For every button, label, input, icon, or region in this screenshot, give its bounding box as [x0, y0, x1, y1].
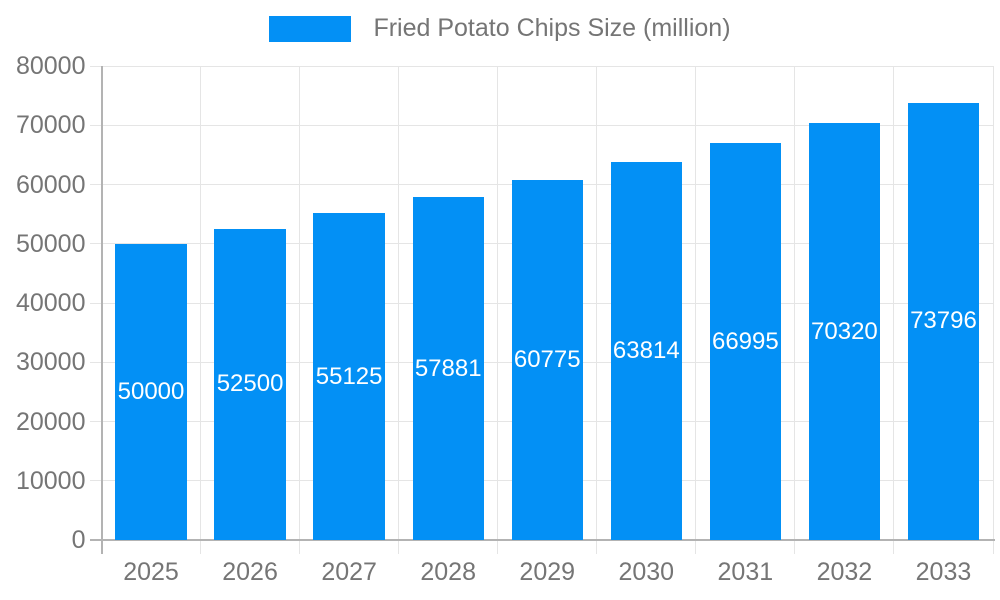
bar-value-label: 63814: [612, 336, 680, 364]
bar-value-label: 66995: [711, 327, 779, 355]
x-tick-label: 2025: [123, 558, 179, 586]
y-tick-label: 80000: [15, 52, 86, 80]
bar-value-label: 57881: [414, 354, 482, 382]
bar-2028[interactable]: 57881: [412, 197, 484, 540]
bar-2033[interactable]: 73796: [907, 102, 980, 540]
bar-2027[interactable]: 55125: [313, 213, 385, 540]
x-tick-label: 2031: [717, 558, 774, 586]
legend-item[interactable]: Fried Potato Chips Size (million): [0, 14, 1000, 43]
bar-2030[interactable]: 63814: [610, 161, 682, 540]
y-tick-label: 30000: [15, 348, 86, 377]
bar-value-label: 55125: [315, 362, 383, 390]
bar-2029[interactable]: 60775: [511, 179, 583, 540]
bar-value-label: 50000: [117, 377, 185, 405]
bar-2026[interactable]: 52500: [214, 228, 286, 540]
gridline-vertical: [398, 66, 400, 554]
gridline-vertical: [695, 66, 697, 554]
gridline-vertical: [299, 66, 301, 554]
y-tick-label: 70000: [15, 111, 86, 140]
bar-2032[interactable]: 70320: [808, 123, 881, 540]
bar-value-label: 60775: [513, 345, 581, 373]
x-tick-label: 2029: [519, 558, 576, 586]
y-axis-line: [100, 66, 103, 554]
legend-label: Fried Potato Chips Size (million): [373, 14, 731, 42]
bar-2031[interactable]: 66995: [709, 143, 781, 540]
gridline-vertical: [893, 66, 895, 554]
gridline-horizontal: [89, 124, 993, 126]
gridline-vertical: [200, 66, 202, 554]
x-tick-label: 2028: [420, 558, 476, 586]
x-tick-label: 2032: [816, 558, 873, 586]
x-axis-line: [89, 539, 995, 541]
y-tick-label: 10000: [15, 466, 86, 495]
y-tick-label: 20000: [15, 407, 86, 436]
bar-value-label: 70320: [811, 317, 878, 345]
y-tick-label: 0: [71, 526, 86, 554]
gridline-vertical: [794, 66, 796, 554]
x-tick-label: 2027: [321, 558, 377, 586]
x-tick-label: 2026: [222, 558, 278, 586]
y-tick-label: 60000: [15, 170, 86, 199]
gridline-vertical: [596, 66, 598, 554]
gridline-horizontal: [89, 65, 993, 67]
y-tick-label: 50000: [15, 229, 86, 258]
gridline-vertical: [497, 66, 499, 554]
y-tick-label: 40000: [15, 289, 86, 317]
gridline-vertical: [992, 66, 994, 554]
bar-value-label: 73796: [910, 307, 977, 335]
bar-value-label: 52500: [216, 370, 284, 398]
legend-swatch: [269, 15, 352, 42]
bar-2025[interactable]: 50000: [115, 243, 187, 540]
x-tick-label: 2033: [915, 558, 972, 586]
x-tick-label: 2030: [618, 558, 675, 586]
